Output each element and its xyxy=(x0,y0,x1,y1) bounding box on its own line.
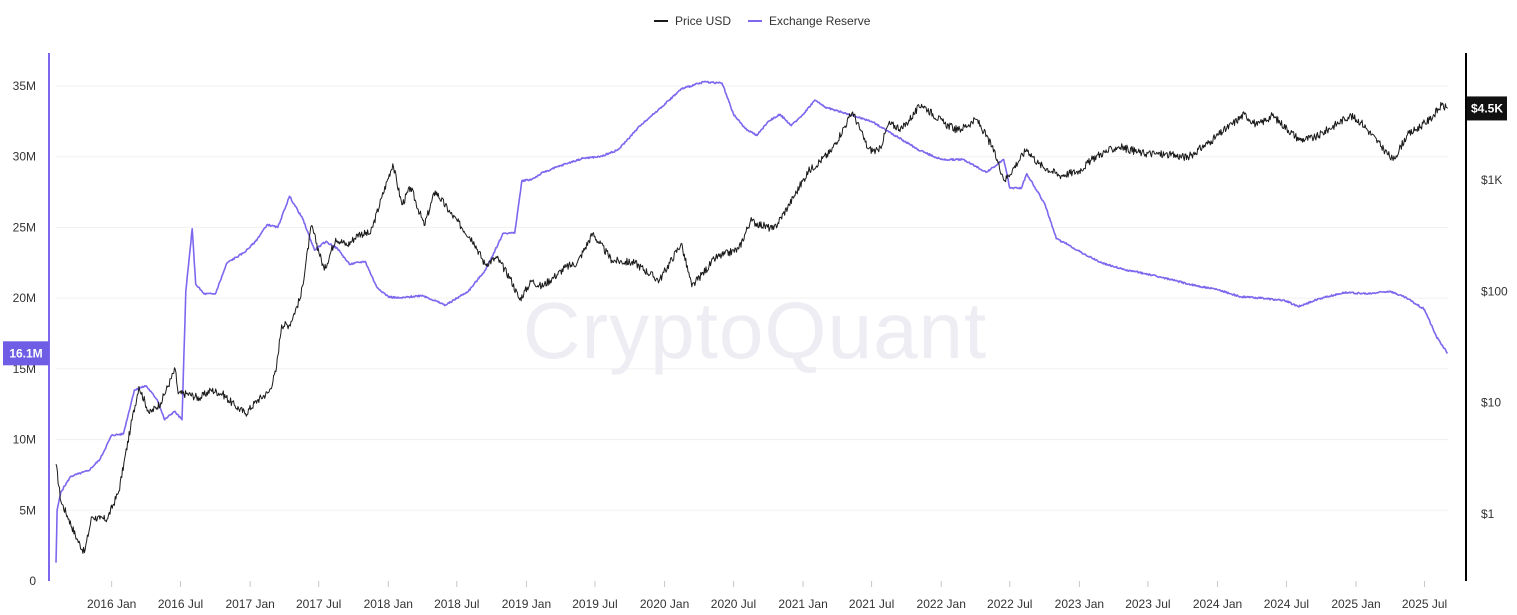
x-tick-label: 2023 Jul xyxy=(1125,597,1170,611)
x-axis: 2016 Jan 2016 Jul 2017 Jan 2017 Jul 2018 Jan… xyxy=(87,581,1447,611)
price-usd-line xyxy=(55,101,1448,554)
right-axis: $1 $10 $100 $1K xyxy=(1465,53,1508,581)
watermark: CryptoQuant xyxy=(523,286,988,375)
left-tick-label: 5M xyxy=(19,503,36,517)
left-tick-label: 0 xyxy=(29,574,36,588)
legend-reserve-label: Exchange Reserve xyxy=(769,14,871,28)
x-tick-label: 2019 Jan xyxy=(502,597,551,611)
x-tick-label: 2016 Jan xyxy=(87,597,136,611)
x-tick-label: 2020 Jul xyxy=(711,597,756,611)
left-axis: 0 5M 10M 15M 20M 25M 30M 35M xyxy=(13,53,50,588)
left-tick-label: 20M xyxy=(13,291,36,305)
x-tick-label: 2025 Jan xyxy=(1331,597,1380,611)
x-tick-label: 2016 Jul xyxy=(158,597,203,611)
left-tick-label: 10M xyxy=(13,433,36,447)
reserve-current-value: 16.1M xyxy=(9,346,42,360)
x-tick-label: 2023 Jan xyxy=(1055,597,1104,611)
exchange-reserve-line xyxy=(55,80,1449,563)
left-tick-label: 30M xyxy=(13,150,36,164)
x-tick-label: 2017 Jul xyxy=(296,597,341,611)
x-tick-label: 2019 Jul xyxy=(572,597,617,611)
badges: 16.1M $4.5K xyxy=(3,96,1507,366)
x-tick-label: 2025 Jul xyxy=(1402,597,1447,611)
gridlines xyxy=(56,85,1448,511)
left-tick-label: 35M xyxy=(13,79,36,93)
x-tick-label: 2024 Jan xyxy=(1193,597,1242,611)
price-current-value: $4.5K xyxy=(1471,101,1503,115)
x-tick-label: 2022 Jul xyxy=(987,597,1032,611)
left-tick-label: 15M xyxy=(13,362,36,376)
price-current-badge xyxy=(1467,96,1507,121)
x-tick-label: 2018 Jan xyxy=(364,597,413,611)
x-tick-label: 2022 Jan xyxy=(917,597,966,611)
right-tick-label: $1K xyxy=(1481,173,1502,187)
legend[interactable]: Price USD Exchange Reserve xyxy=(654,14,871,28)
reserve-current-badge xyxy=(3,341,49,366)
x-tick-label: 2018 Jul xyxy=(434,597,479,611)
series-lines xyxy=(55,80,1449,563)
x-tick-label: 2024 Jul xyxy=(1264,597,1309,611)
right-tick-label: $1 xyxy=(1481,507,1495,521)
right-tick-label: $100 xyxy=(1481,284,1508,298)
x-tick-label: 2017 Jan xyxy=(225,597,274,611)
left-tick-label: 25M xyxy=(13,220,36,234)
x-tick-label: 2021 Jan xyxy=(778,597,827,611)
right-tick-label: $10 xyxy=(1481,396,1501,410)
legend-price-label: Price USD xyxy=(675,14,731,28)
x-tick-label: 2020 Jan xyxy=(640,597,689,611)
x-tick-label: 2021 Jul xyxy=(849,597,894,611)
